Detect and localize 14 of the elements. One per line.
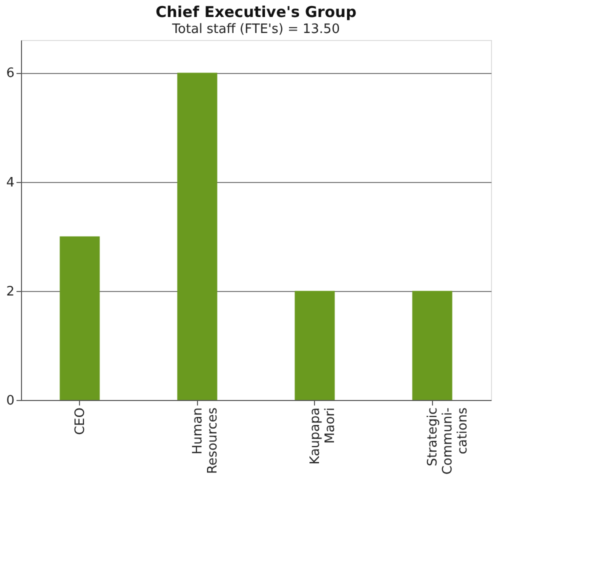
- y-tick-label: 6: [6, 66, 14, 82]
- x-tick-label: Strategic Communi- cations: [425, 407, 470, 475]
- y-tick-label: 2: [6, 284, 14, 300]
- x-tick-label: Human Resources: [190, 407, 220, 474]
- chart-subtitle: Total staff (FTE's) = 13.50: [171, 22, 340, 37]
- bar: [60, 236, 100, 400]
- chart-title: Chief Executive's Group: [156, 3, 357, 21]
- y-tick-label: 0: [6, 394, 14, 408]
- x-tick-label: CEO: [72, 408, 88, 436]
- y-tick-label: 4: [6, 175, 14, 190]
- bar: [294, 290, 335, 400]
- x-tick-label: Kaupapa Maori: [308, 408, 338, 464]
- bar: [177, 72, 218, 400]
- bar: [412, 290, 452, 400]
